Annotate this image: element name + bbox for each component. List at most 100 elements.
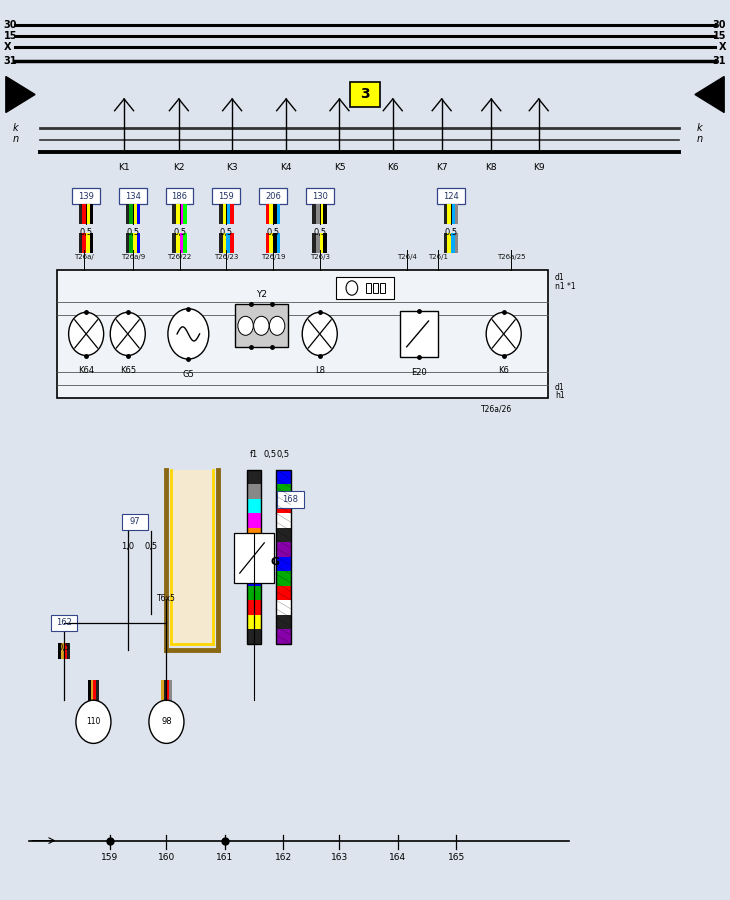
Bar	[247, 484, 261, 499]
Bar	[67, 643, 70, 659]
Bar	[219, 204, 223, 224]
Text: d1: d1	[555, 273, 564, 282]
Text: T26/4: T26/4	[397, 254, 418, 260]
Bar	[437, 188, 465, 204]
Bar	[316, 233, 320, 253]
Circle shape	[302, 312, 337, 356]
Text: 3: 3	[360, 87, 370, 102]
Bar	[447, 204, 451, 224]
Bar	[79, 233, 82, 253]
Text: X: X	[719, 41, 726, 52]
Bar	[166, 680, 169, 707]
Text: T26a/26: T26a/26	[481, 405, 512, 414]
Bar	[312, 204, 316, 224]
Bar	[96, 680, 99, 707]
Bar	[276, 527, 291, 542]
Text: 30: 30	[713, 20, 726, 31]
Bar	[176, 204, 180, 224]
Text: 164: 164	[389, 853, 407, 862]
Bar	[164, 680, 166, 707]
Bar	[350, 82, 380, 107]
Bar	[276, 499, 291, 513]
Text: E20: E20	[411, 368, 427, 377]
Circle shape	[110, 312, 145, 356]
Bar	[316, 204, 320, 224]
Bar	[82, 233, 86, 253]
Bar	[93, 680, 96, 707]
Bar	[320, 204, 323, 224]
Bar	[122, 514, 148, 530]
Bar	[129, 233, 133, 253]
Text: 0,5: 0,5	[173, 228, 186, 237]
Bar	[129, 204, 133, 224]
Bar	[137, 204, 140, 224]
Bar	[226, 204, 230, 224]
Text: K3: K3	[226, 163, 238, 172]
Text: 0,5: 0,5	[80, 228, 93, 237]
Text: 206: 206	[265, 192, 281, 201]
Text: 163: 163	[331, 853, 348, 862]
Bar	[86, 204, 90, 224]
Bar	[247, 470, 261, 644]
Bar	[57, 270, 548, 398]
Bar	[444, 233, 447, 253]
Bar	[247, 527, 261, 542]
Bar	[72, 188, 100, 204]
Text: 30: 30	[4, 20, 17, 31]
Text: 0,5: 0,5	[58, 643, 71, 652]
Text: K4: K4	[280, 163, 292, 172]
Text: K7: K7	[436, 163, 447, 172]
Bar	[276, 556, 291, 572]
Text: 31: 31	[713, 56, 726, 67]
Bar	[58, 643, 61, 659]
Bar	[219, 233, 223, 253]
Text: K5: K5	[334, 163, 345, 172]
Bar	[133, 204, 137, 224]
Text: 0,5: 0,5	[277, 450, 290, 459]
Bar	[180, 204, 183, 224]
Bar	[180, 233, 183, 253]
Text: 98: 98	[161, 717, 172, 726]
Circle shape	[346, 281, 358, 295]
Bar	[276, 513, 291, 527]
Bar	[79, 204, 82, 224]
Bar	[51, 615, 77, 631]
Text: k: k	[697, 122, 703, 133]
Bar	[276, 586, 291, 600]
Bar	[451, 204, 455, 224]
Bar	[247, 513, 261, 527]
Bar	[451, 233, 455, 253]
Bar	[455, 204, 458, 224]
Bar	[277, 233, 280, 253]
Text: h1: h1	[555, 392, 564, 400]
Text: 162: 162	[274, 853, 292, 862]
Bar	[276, 572, 291, 586]
Text: 0,5: 0,5	[264, 450, 277, 459]
Text: T26/3: T26/3	[310, 254, 330, 260]
Text: 0,5: 0,5	[145, 542, 158, 551]
Circle shape	[253, 316, 269, 336]
Bar	[230, 233, 234, 253]
Bar	[119, 188, 147, 204]
Text: T26a/: T26a/	[74, 254, 94, 260]
Bar	[380, 283, 385, 293]
Bar	[276, 615, 291, 629]
Bar	[226, 233, 230, 253]
Bar	[277, 491, 304, 508]
Polygon shape	[695, 76, 724, 112]
Bar	[126, 204, 129, 224]
Bar	[172, 233, 176, 253]
Text: 134: 134	[125, 192, 141, 201]
Bar	[88, 680, 91, 707]
Text: f1: f1	[250, 450, 258, 459]
Bar	[247, 499, 261, 513]
Bar	[234, 533, 274, 583]
Bar	[223, 233, 226, 253]
Text: T26a/9: T26a/9	[120, 254, 145, 260]
Circle shape	[69, 312, 104, 356]
Bar	[373, 283, 378, 293]
Bar	[269, 233, 273, 253]
Text: k: k	[13, 122, 19, 133]
Bar	[276, 484, 291, 499]
Bar	[366, 283, 371, 293]
